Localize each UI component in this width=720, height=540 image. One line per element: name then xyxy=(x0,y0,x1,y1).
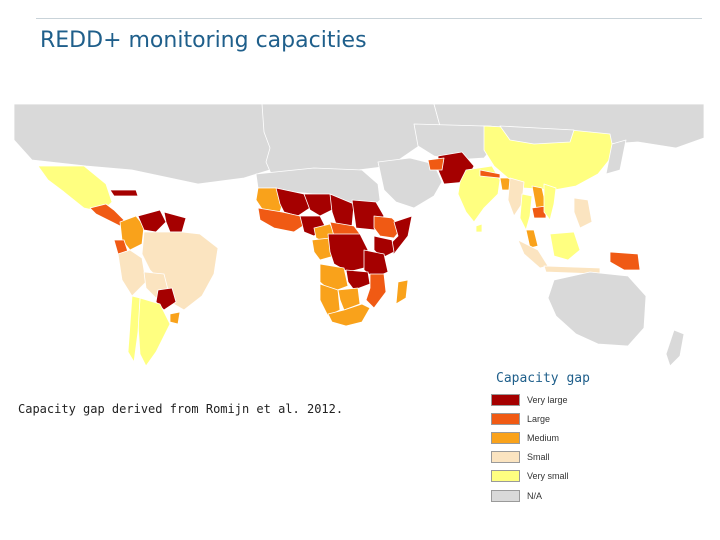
legend-item-small: Small xyxy=(491,448,621,467)
legend-swatch-large xyxy=(491,412,520,425)
legend-swatch-small xyxy=(491,451,520,464)
region-china xyxy=(483,125,615,191)
legend-item-large: Large xyxy=(491,409,621,428)
legend: Very large Large Medium Small Very small… xyxy=(491,390,621,505)
region-west-africa-coast xyxy=(257,207,307,233)
region-new-zealand xyxy=(665,329,685,367)
legend-item-na: N/A xyxy=(491,486,621,505)
legend-item-medium: Medium xyxy=(491,428,621,447)
legend-label-large: Large xyxy=(527,413,551,424)
legend-title: Capacity gap xyxy=(496,371,590,386)
region-venezuela xyxy=(137,209,167,233)
legend-swatch-medium xyxy=(491,431,520,444)
region-gabon-congo xyxy=(311,237,335,261)
top-rule xyxy=(36,18,702,19)
region-south-africa xyxy=(327,303,371,327)
region-madagascar xyxy=(395,279,409,305)
slide-title: REDD+ monitoring capacities xyxy=(40,28,367,53)
region-mozambique xyxy=(365,273,387,309)
region-middle-east xyxy=(377,157,443,209)
region-myanmar xyxy=(507,177,525,217)
region-chile xyxy=(127,295,141,363)
legend-label-small: Small xyxy=(527,452,550,463)
region-dr-congo xyxy=(327,233,369,273)
region-niger xyxy=(303,193,337,217)
world-map xyxy=(14,104,704,384)
legend-swatch-very-small xyxy=(491,470,520,483)
region-philippines xyxy=(573,197,593,229)
region-australia xyxy=(547,271,647,347)
region-afghanistan xyxy=(427,157,445,171)
legend-item-very-small: Very small xyxy=(491,467,621,486)
region-brazil xyxy=(141,231,219,311)
region-thailand xyxy=(519,193,533,231)
region-japan xyxy=(605,139,627,175)
legend-label-na: N/A xyxy=(527,490,543,501)
legend-label-very-small: Very small xyxy=(527,471,569,482)
map-caption: Capacity gap derived from Romijn et al. … xyxy=(18,402,344,416)
region-uruguay xyxy=(169,311,181,325)
regions-layer xyxy=(14,104,704,367)
region-cuba xyxy=(109,189,139,197)
region-cambodia xyxy=(531,205,547,219)
region-borneo xyxy=(549,231,581,261)
region-kenya xyxy=(373,235,395,259)
region-paraguay xyxy=(155,287,177,311)
legend-swatch-na xyxy=(491,489,520,502)
region-papua-new-guinea xyxy=(609,251,641,271)
legend-label-very-large: Very large xyxy=(527,394,568,405)
region-zambia xyxy=(345,269,371,291)
legend-item-very-large: Very large xyxy=(491,390,621,409)
legend-label-medium: Medium xyxy=(527,432,560,443)
region-mongolia xyxy=(499,125,575,145)
region-malaysia xyxy=(525,229,539,249)
legend-swatch-very-large xyxy=(491,393,520,406)
world-map-svg xyxy=(14,104,704,384)
region-sri-lanka xyxy=(475,223,483,233)
region-vietnam xyxy=(543,183,557,221)
region-angola xyxy=(319,263,349,293)
